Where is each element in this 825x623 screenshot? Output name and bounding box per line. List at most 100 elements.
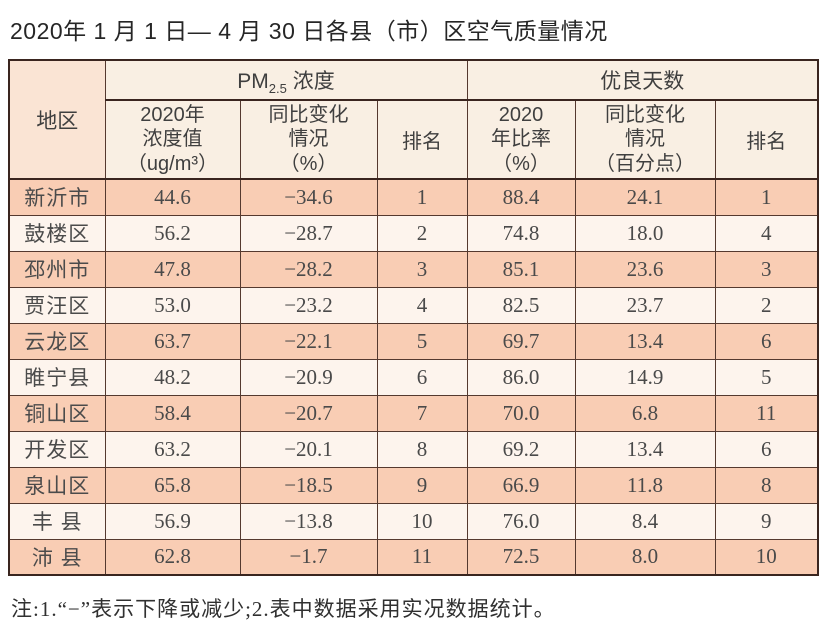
pm25-label-subscript: 2.5 [268,81,287,97]
cell-gd-rank: 11 [714,394,819,432]
cell-pm-rank: 10 [376,502,468,540]
column-header-gd-change: 同比变化 情况 （百分点） [574,99,716,180]
cell-gd-change: 13.4 [574,430,716,468]
table-row: 沛 县 62.8 −1.7 11 72.5 8.0 10 [8,538,819,576]
cell-gd-ratio: 88.4 [466,178,576,216]
table-row: 铜山区 58.4 −20.7 7 70.0 6.8 11 [8,394,819,432]
cell-pm-change: −18.5 [239,466,378,504]
cell-pm-change: −34.6 [239,178,378,216]
table-row: 邳州市 47.8 −28.2 3 85.1 23.6 3 [8,250,819,288]
cell-gd-ratio: 69.7 [466,322,576,360]
cell-gd-rank: 10 [714,538,819,576]
cell-pm-value: 44.6 [104,178,241,216]
cell-gd-change: 23.6 [574,250,716,288]
cell-gd-ratio: 70.0 [466,394,576,432]
cell-pm-change: −20.1 [239,430,378,468]
cell-pm-change: −28.2 [239,250,378,288]
cell-pm-value: 47.8 [104,250,241,288]
cell-gd-rank: 6 [714,322,819,360]
cell-pm-rank: 8 [376,430,468,468]
cell-gd-rank: 9 [714,502,819,540]
table-row: 新沂市 44.6 −34.6 1 88.4 24.1 1 [8,178,819,216]
cell-pm-change: −13.8 [239,502,378,540]
cell-pm-rank: 1 [376,178,468,216]
cell-gd-change: 14.9 [574,358,716,396]
cell-gd-rank: 2 [714,286,819,324]
cell-gd-change: 18.0 [574,214,716,252]
cell-pm-change: −20.7 [239,394,378,432]
column-header-pm-change: 同比变化 情况 （%） [239,99,378,180]
cell-pm-change: −1.7 [239,538,378,576]
cell-gd-ratio: 76.0 [466,502,576,540]
footnote: 注:1.“−”表示下降或减少;2.表中数据采用实况数据统计。 [11,597,556,621]
cell-gd-change: 11.8 [574,466,716,504]
column-header-region: 地区 [8,59,106,180]
cell-gd-rank: 5 [714,358,819,396]
air-quality-table: 地区 PM2.5 浓度 优良天数 2020年 浓度值 （ug/m³） 同比变化 … [8,59,820,576]
table-row: 云龙区 63.7 −22.1 5 69.7 13.4 6 [8,322,819,360]
cell-pm-rank: 2 [376,214,468,252]
cell-region: 睢宁县 [8,358,106,396]
cell-pm-rank: 6 [376,358,468,396]
cell-pm-rank: 9 [376,466,468,504]
cell-gd-change: 13.4 [574,322,716,360]
table-row: 贾汪区 53.0 −23.2 4 82.5 23.7 2 [8,286,819,324]
column-header-pm-rank: 排名 [376,99,468,180]
page-title: 2020年 1 月 1 日— 4 月 30 日各县（市）区空气质量情况 [10,18,608,44]
pm25-label-prefix: PM [237,70,269,93]
cell-gd-rank: 4 [714,214,819,252]
cell-gd-rank: 3 [714,250,819,288]
cell-gd-ratio: 82.5 [466,286,576,324]
group-header-row: 地区 PM2.5 浓度 优良天数 [8,59,819,180]
cell-pm-value: 48.2 [104,358,241,396]
cell-region: 开发区 [8,430,106,468]
cell-pm-value: 56.9 [104,502,241,540]
cell-pm-value: 56.2 [104,214,241,252]
cell-gd-change: 24.1 [574,178,716,216]
cell-gd-change: 6.8 [574,394,716,432]
cell-pm-value: 53.0 [104,286,241,324]
column-header-gd-ratio: 2020 年比率 （%） [466,99,576,180]
cell-region: 泉山区 [8,466,106,504]
table-row: 丰 县 56.9 −13.8 10 76.0 8.4 9 [8,502,819,540]
cell-gd-ratio: 72.5 [466,538,576,576]
cell-gd-change: 8.0 [574,538,716,576]
table-row: 开发区 63.2 −20.1 8 69.2 13.4 6 [8,430,819,468]
cell-region: 贾汪区 [8,286,106,324]
cell-pm-rank: 3 [376,250,468,288]
cell-pm-value: 65.8 [104,466,241,504]
cell-gd-change: 23.7 [574,286,716,324]
cell-pm-value: 63.7 [104,322,241,360]
pm25-label-suffix: 浓度 [286,70,335,93]
table-body: 新沂市 44.6 −34.6 1 88.4 24.1 1 鼓楼区 56.2 −2… [8,178,819,576]
cell-gd-rank: 1 [714,178,819,216]
cell-pm-change: −23.2 [239,286,378,324]
cell-pm-change: −20.9 [239,358,378,396]
cell-pm-value: 63.2 [104,430,241,468]
cell-pm-rank: 5 [376,322,468,360]
table-row: 泉山区 65.8 −18.5 9 66.9 11.8 8 [8,466,819,504]
table-header: 地区 PM2.5 浓度 优良天数 2020年 浓度值 （ug/m³） 同比变化 … [8,59,819,180]
cell-region: 鼓楼区 [8,214,106,252]
cell-gd-rank: 8 [714,466,819,504]
cell-gd-rank: 6 [714,430,819,468]
cell-gd-ratio: 85.1 [466,250,576,288]
cell-gd-ratio: 74.8 [466,214,576,252]
cell-region: 新沂市 [8,178,106,216]
cell-region: 铜山区 [8,394,106,432]
cell-pm-rank: 4 [376,286,468,324]
column-header-pm-value: 2020年 浓度值 （ug/m³） [104,99,241,180]
group-header-pm25: PM2.5 浓度 [104,59,468,101]
cell-gd-ratio: 66.9 [466,466,576,504]
cell-gd-change: 8.4 [574,502,716,540]
cell-pm-value: 62.8 [104,538,241,576]
table-row: 睢宁县 48.2 −20.9 6 86.0 14.9 5 [8,358,819,396]
table-row: 鼓楼区 56.2 −28.7 2 74.8 18.0 4 [8,214,819,252]
cell-gd-ratio: 86.0 [466,358,576,396]
cell-region: 丰 县 [8,502,106,540]
cell-pm-rank: 11 [376,538,468,576]
cell-pm-value: 58.4 [104,394,241,432]
cell-region: 云龙区 [8,322,106,360]
cell-pm-change: −22.1 [239,322,378,360]
